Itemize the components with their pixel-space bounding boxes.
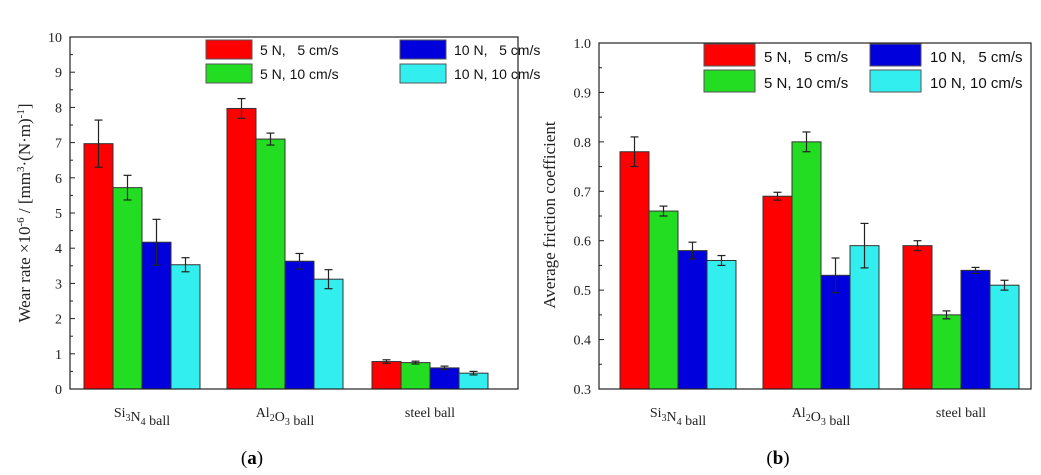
chart-a-ytick-label: 1: [55, 348, 62, 363]
chart-a-ytick-label: 4: [55, 242, 62, 257]
chart-a-axes: [69, 36, 519, 390]
chart-b-ytick-label: 0.5: [574, 284, 592, 299]
chart-b-ytick-label: 0.6: [574, 235, 592, 250]
chart-b-axes: [598, 42, 1032, 390]
chart-b-legend-label: 5 N, 10 cm/s: [764, 75, 848, 92]
chart-b-bar: [931, 314, 962, 390]
chart-a-category-label: Si3N4 ball: [114, 406, 170, 429]
chart-b-ytick-label: 0.8: [574, 136, 592, 151]
chart-b-bar: [960, 269, 991, 390]
chart-b-category-label: Al2O3 ball: [792, 406, 851, 429]
chart-b-legend-swatch: [703, 43, 756, 67]
chart-a-ylabel: Wear rate ×10-6 / [mm3·(N·m)-1]: [15, 103, 34, 322]
chart-b-bar: [902, 245, 933, 390]
chart-a-category-labels: Si3N4 ball Al2O3 ball steel ball: [114, 406, 455, 429]
chart-a-ytick-label: 8: [55, 101, 62, 116]
chart-b-legend-swatch: [703, 69, 756, 93]
chart-a-bar: [400, 362, 431, 390]
chart-b-panel-label: (b): [766, 448, 789, 469]
chart-b-y-ticklabels: 0.3 0.4 0.5 0.6 0.7 0.8 0.9 1.0: [574, 37, 592, 398]
chart-a-legend-swatch: [399, 39, 447, 60]
chart-a-bar: [284, 260, 315, 390]
chart-a-ytick-label: 7: [55, 137, 62, 152]
chart-a-error-bars: [94, 97, 478, 376]
chart-a-legend-swatch: [399, 63, 447, 84]
chart-a-bar: [429, 367, 460, 390]
chart-b-bar: [706, 259, 737, 390]
chart-a-legend: 5 N, 5 cm/s 5 N, 10 cm/s 10 N, 5 cm/s 10 N,…: [205, 39, 540, 84]
chart-a-legend-label: 5 N, 10 cm/s: [260, 66, 339, 82]
chart-a-ytick-label: 9: [55, 66, 62, 81]
chart-a-legend-swatch: [205, 63, 253, 84]
chart-a-bar: [226, 107, 257, 390]
chart-a: 0 1 2 3 4 5 6 7 8 9 10 Si3N4 ball Al2O3 ball steel b…: [15, 31, 540, 469]
chart-b-error-bars: [630, 131, 1009, 320]
chart-a-bar: [170, 264, 201, 390]
chart-b-ytick-label: 0.3: [574, 383, 592, 398]
chart-a-legend-label: 10 N, 10 cm/s: [454, 66, 540, 82]
chart-b-bar: [820, 274, 851, 390]
chart-b-ytick-label: 0.7: [574, 185, 592, 200]
chart-a-bar: [371, 361, 402, 390]
chart-a-legend-label: 5 N, 5 cm/s: [260, 42, 339, 58]
chart-a-ytick-label: 3: [55, 277, 62, 292]
chart-a-category-label: steel ball: [405, 406, 455, 421]
chart-a-bar: [255, 138, 286, 390]
chart-b-legend: 5 N, 5 cm/s 5 N, 10 cm/s 10 N, 5 cm/s 10 N,…: [703, 43, 1023, 93]
chart-b-category-label: steel ball: [936, 406, 986, 421]
chart-b-ytick-label: 0.4: [574, 334, 592, 349]
chart-b-legend-swatch: [869, 69, 922, 93]
chart-a-ytick-label: 10: [48, 31, 62, 46]
chart-b-ylabel: Average friction coefficient: [540, 121, 559, 308]
chart-b-ytick-label: 1.0: [574, 37, 592, 52]
chart-a-legend-swatch: [205, 39, 253, 60]
chart-a-category-label: Al2O3 ball: [256, 406, 315, 429]
chart-a-bars: [83, 107, 489, 390]
chart-b-bars: [619, 141, 1020, 390]
chart-a-ytick-label: 5: [55, 207, 62, 222]
chart-a-bar: [83, 143, 114, 390]
chart-b-bar: [791, 141, 822, 390]
chart-b-bar: [762, 195, 793, 390]
chart-a-bar: [112, 187, 143, 390]
chart-a-panel-label: (a): [241, 448, 263, 469]
chart-b-bar: [849, 245, 880, 390]
chart-b-legend-label: 10 N, 5 cm/s: [930, 49, 1023, 66]
chart-b-legend-label: 5 N, 5 cm/s: [764, 49, 848, 66]
chart-b: 0.3 0.4 0.5 0.6 0.7 0.8 0.9 1.0 Si3N4 ball Al2O3…: [540, 37, 1032, 469]
chart-a-y-ticklabels: 0 1 2 3 4 5 6 7 8 9 10: [48, 31, 62, 398]
chart-b-bar: [619, 151, 650, 390]
chart-b-legend-swatch: [869, 43, 922, 67]
chart-b-category-label: Si3N4 ball: [650, 406, 706, 429]
chart-a-ytick-label: 2: [55, 313, 62, 328]
chart-a-bar: [141, 241, 172, 390]
chart-b-ytick-label: 0.9: [574, 86, 592, 101]
chart-a-legend-label: 10 N, 5 cm/s: [454, 42, 540, 58]
chart-b-legend-label: 10 N, 10 cm/s: [930, 75, 1023, 92]
chart-b-bar: [648, 210, 679, 390]
chart-b-bar: [989, 284, 1020, 390]
chart-a-ytick-label: 0: [55, 383, 62, 398]
chart-b-category-labels: Si3N4 ball Al2O3 ball steel ball: [650, 406, 986, 429]
chart-a-bar: [458, 372, 489, 390]
chart-b-bar: [677, 250, 708, 390]
chart-a-ytick-label: 6: [55, 172, 62, 187]
chart-a-bar: [313, 278, 344, 390]
